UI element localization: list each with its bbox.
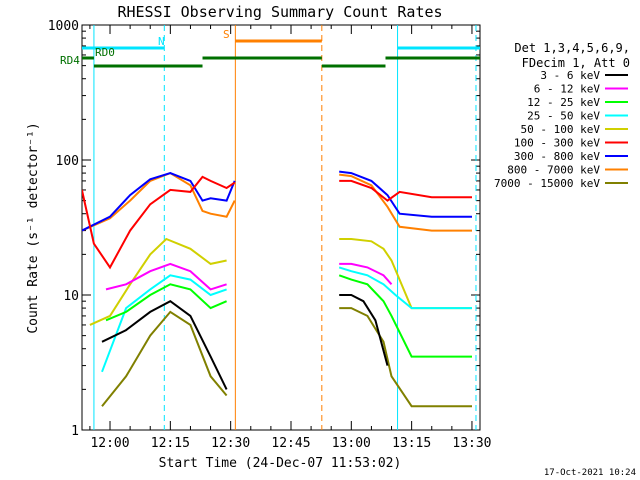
x-axis-label: Start Time (24-Dec-07 11:53:02) — [159, 456, 402, 471]
legend-entry: 7000 - 15000 keV — [494, 177, 600, 190]
series-line — [89, 237, 227, 326]
legend-entry: 50 - 100 keV — [521, 123, 601, 136]
series-line — [82, 172, 236, 232]
series-line — [339, 262, 393, 285]
series-line — [105, 262, 227, 291]
flag-label: RD4 — [60, 54, 80, 67]
series-line — [101, 300, 228, 390]
series-line — [339, 173, 472, 232]
series-line — [339, 307, 472, 408]
legend-entry: 300 - 800 keV — [514, 150, 600, 163]
series-line — [338, 266, 472, 310]
y-tick-label: 1000 — [48, 19, 79, 34]
x-tick-label: 12:30 — [211, 436, 250, 451]
series-line — [339, 179, 472, 202]
series-line — [339, 170, 472, 218]
flag-label: N — [158, 35, 165, 48]
series-line — [101, 310, 228, 407]
series-line — [82, 171, 236, 232]
y-tick-label: 10 — [63, 289, 79, 304]
x-tick-label: 12:15 — [151, 436, 190, 451]
plot-frame — [81, 24, 481, 431]
x-tick-label: 12:45 — [271, 436, 310, 451]
series-line — [338, 274, 472, 358]
y-tick-label: 100 — [56, 154, 79, 169]
series-group — [82, 170, 472, 408]
chart-title: RHESSI Observing Summary Count Rates — [117, 3, 442, 21]
x-tick-label: 12:00 — [90, 436, 129, 451]
legend-entry: 25 - 50 keV — [527, 110, 600, 123]
y-axis-label: Count Rate (s⁻¹ detector⁻¹) — [26, 122, 41, 333]
flag-label: S — [223, 28, 230, 41]
legend-header: Det 1,3,4,5,6,9, — [514, 41, 630, 55]
legend-entry: 800 - 7000 keV — [507, 164, 600, 177]
y-tick-label: 1 — [71, 424, 79, 439]
legend-header: FDecim 1, Att 0 — [522, 56, 630, 70]
series-line — [101, 274, 227, 373]
series-line — [82, 175, 236, 270]
plot-area: 1 10 100 1000 12:00 12:15 12:30 12:45 13:00 13:15… — [48, 19, 492, 451]
timestamp: 17-Oct-2021 10:24 — [544, 468, 636, 478]
legend-entry: 12 - 25 keV — [527, 96, 600, 109]
series-line — [105, 283, 227, 322]
x-tick-label: 13:30 — [452, 436, 491, 451]
series-line — [339, 294, 389, 366]
flag-label: RD0 — [95, 46, 115, 59]
legend: Det 1,3,4,5,6,9,FDecim 1, Att 03 - 6 keV… — [494, 41, 630, 190]
x-tick-label: 13:00 — [332, 436, 371, 451]
legend-entry: 3 - 6 keV — [540, 69, 600, 82]
legend-entry: 100 - 300 keV — [514, 137, 600, 150]
legend-entry: 6 - 12 keV — [534, 83, 601, 96]
x-tick-label: 13:15 — [392, 436, 431, 451]
